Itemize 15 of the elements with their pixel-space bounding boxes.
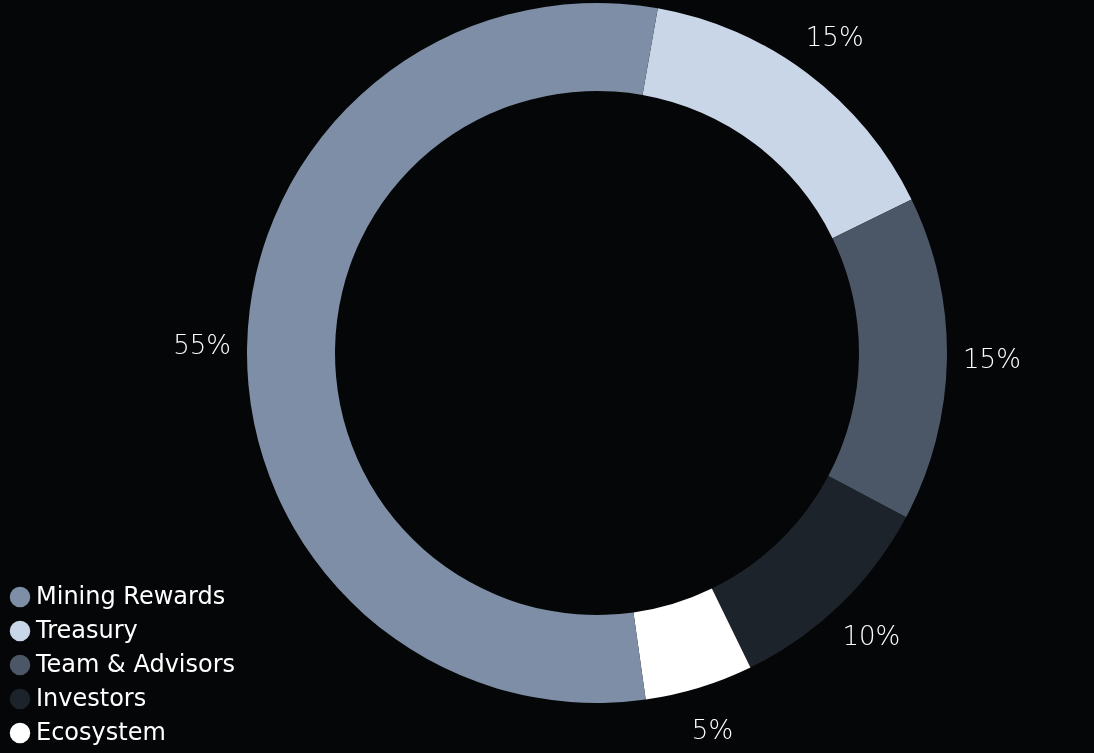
donut-slice [633, 588, 751, 700]
legend-label: Mining Rewards [36, 582, 226, 610]
legend-label: Ecosystem [36, 718, 166, 746]
donut-slice [642, 8, 912, 239]
data-label: 5% [691, 714, 734, 745]
donut-slice [711, 476, 907, 668]
legend-label: Treasury [35, 616, 138, 644]
data-label: 15% [963, 343, 1021, 374]
legend-label: Team & Advisors [35, 650, 236, 678]
legend-label: Investors [36, 684, 147, 712]
data-label: 55% [173, 330, 231, 361]
donut-slice [828, 199, 947, 518]
donut-slice [247, 3, 658, 703]
data-label: 15% [805, 21, 864, 52]
data-label: 10% [842, 621, 901, 652]
